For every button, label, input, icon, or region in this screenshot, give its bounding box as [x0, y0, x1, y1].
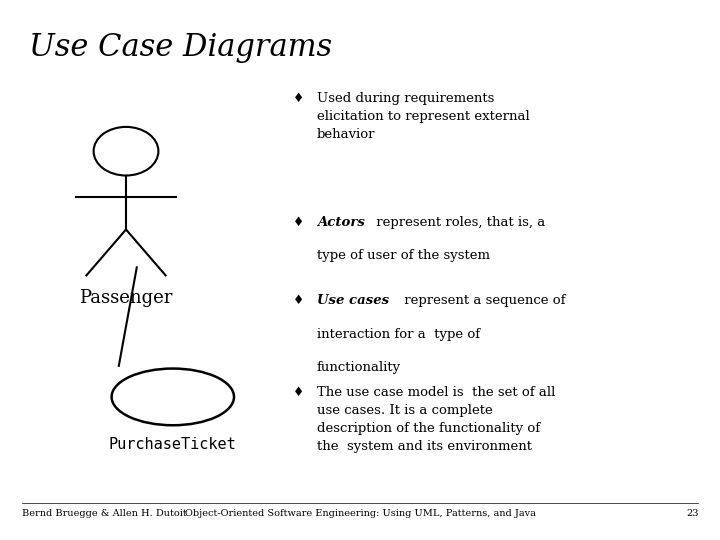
Text: The use case model is  the set of all
use cases. It is a complete
description of: The use case model is the set of all use… — [317, 386, 555, 453]
Text: 23: 23 — [686, 509, 698, 518]
Text: Actors: Actors — [317, 216, 364, 229]
Text: represent a sequence of: represent a sequence of — [400, 294, 565, 307]
Text: Use Case Diagrams: Use Case Diagrams — [29, 32, 332, 63]
Text: type of user of the system: type of user of the system — [317, 249, 490, 262]
Text: ♦: ♦ — [292, 294, 304, 307]
Text: Use cases: Use cases — [317, 294, 389, 307]
Text: ♦: ♦ — [292, 386, 304, 399]
Text: Used during requirements
elicitation to represent external
behavior: Used during requirements elicitation to … — [317, 92, 529, 141]
Text: ♦: ♦ — [292, 216, 304, 229]
Text: Object-Oriented Software Engineering: Using UML, Patterns, and Java: Object-Oriented Software Engineering: Us… — [184, 509, 536, 518]
Text: ♦: ♦ — [292, 92, 304, 105]
Text: PurchaseTicket: PurchaseTicket — [109, 437, 237, 452]
Text: functionality: functionality — [317, 361, 401, 374]
Text: interaction for a  type of: interaction for a type of — [317, 328, 480, 341]
Text: Passenger: Passenger — [79, 289, 173, 307]
Text: represent roles, that is, a: represent roles, that is, a — [372, 216, 546, 229]
Text: Bernd Bruegge & Allen H. Dutoit: Bernd Bruegge & Allen H. Dutoit — [22, 509, 186, 518]
